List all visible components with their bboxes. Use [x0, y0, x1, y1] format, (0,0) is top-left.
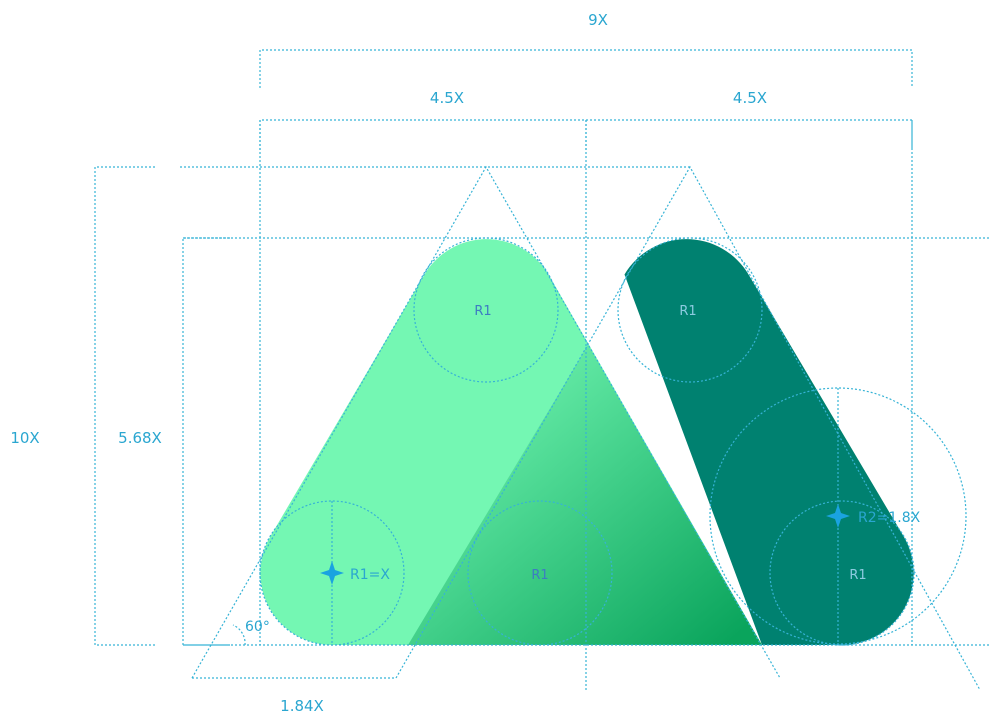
guide-triangle-right — [395, 165, 981, 691]
dim-label-10x: 10X — [10, 429, 39, 447]
dim-line-5-68x — [182, 237, 230, 646]
r1-label-right-bottom: R1 — [849, 568, 866, 583]
four-point-star-icon — [826, 504, 850, 528]
dim-label-9x: 9X — [588, 11, 608, 29]
overlap-gradient-region — [408, 345, 762, 645]
dim-label-4-5x-right: 4.5X — [733, 89, 767, 107]
dim-label-4-5x-left: 4.5X — [430, 89, 464, 107]
dim-line-4-5x-left — [259, 119, 587, 150]
dim-line-9x — [259, 49, 913, 88]
r2-formula-label: R2=1.8X — [858, 510, 921, 526]
dim-label-5-68x: 5.68X — [118, 429, 162, 447]
r1-formula-label: R1=X — [350, 567, 390, 583]
r1-circle-left-top — [413, 237, 559, 383]
angle-label: 60° — [245, 619, 270, 635]
dim-line-10x — [94, 166, 155, 646]
four-point-star-icon — [320, 561, 344, 585]
guide-triangle-left — [191, 165, 781, 679]
r1-circle-right-top — [617, 237, 763, 383]
dark-rounded-triangle — [624, 239, 914, 645]
r1-circle-left-bottom — [259, 500, 405, 646]
angle-arc — [232, 624, 246, 646]
r1-circle-center-bottom — [467, 500, 613, 646]
r1-circle-right-bottom — [769, 500, 915, 646]
dim-line-4-5x-right — [586, 119, 913, 150]
r1-label-left-top: R1 — [474, 304, 491, 319]
r1-label-right-top: R1 — [679, 304, 696, 319]
dim-label-1-84x: 1.84X — [280, 697, 324, 713]
r1-label-center-bottom: R1 — [531, 568, 548, 583]
